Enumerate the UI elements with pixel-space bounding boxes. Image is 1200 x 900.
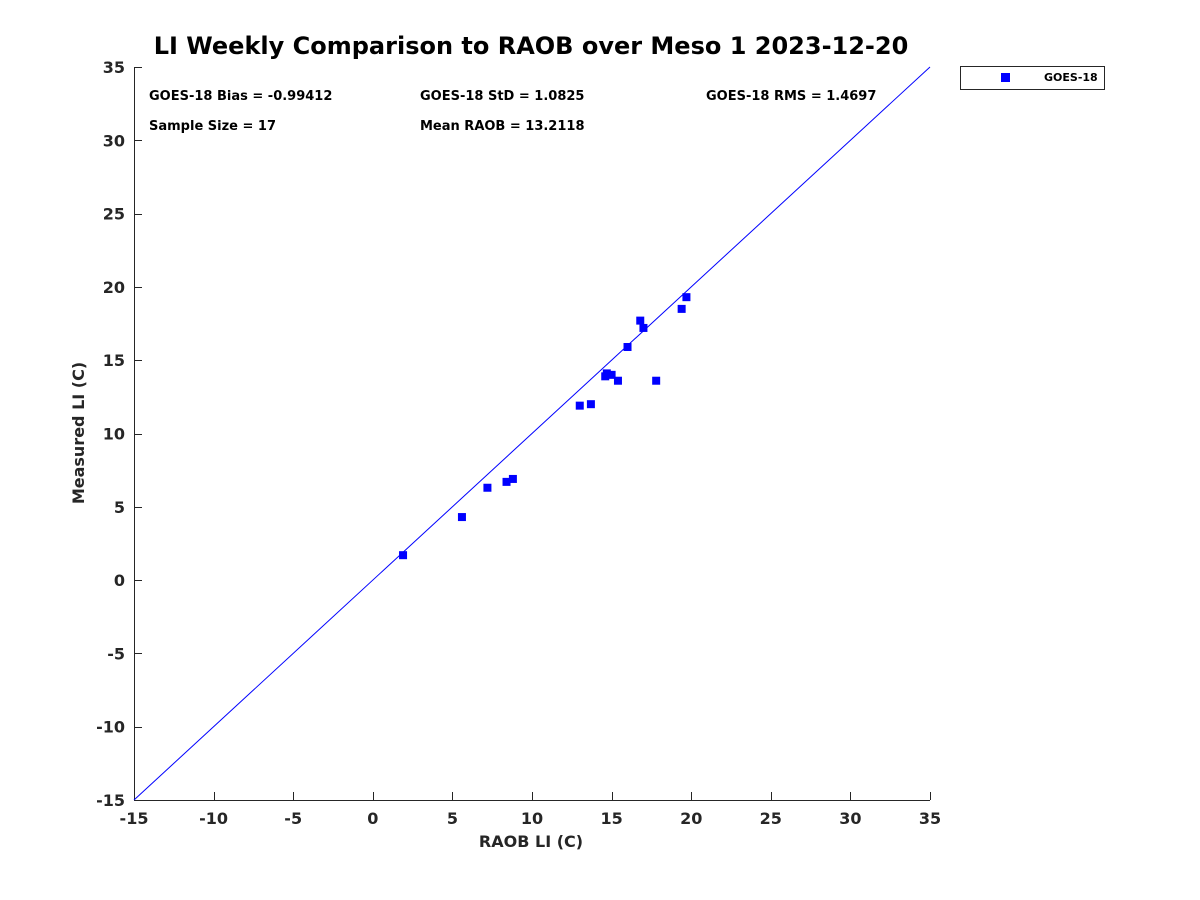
legend: GOES-18 [960, 66, 1105, 90]
legend-label-goes-18: GOES-18 [1044, 71, 1098, 84]
y-tick-label: -5 [107, 644, 125, 663]
data-point [639, 323, 648, 332]
x-tick-label: 5 [447, 809, 458, 828]
x-tick-label: 35 [919, 809, 941, 828]
x-tick-label: -5 [284, 809, 302, 828]
x-tick-labels: -15 -10 -5 0 5 10 15 20 25 30 35 [120, 809, 942, 828]
std-annotation: GOES-18 StD = 1.0825 [420, 89, 584, 104]
x-tick-label: 20 [680, 809, 702, 828]
data-point [677, 304, 686, 313]
legend-marker-square [1001, 73, 1010, 82]
data-point [613, 376, 622, 385]
data-point [457, 513, 466, 522]
y-tick-label: 10 [103, 425, 125, 444]
data-point [586, 400, 595, 409]
mean-raob-annotation: Mean RAOB = 13.2118 [420, 119, 585, 134]
data-points-goes-18 [399, 293, 691, 560]
y-tick-label: 15 [103, 351, 125, 370]
y-tick-label: -10 [96, 718, 125, 737]
data-point [575, 401, 584, 410]
x-tick-label: 25 [760, 809, 782, 828]
chart-title: LI Weekly Comparison to RAOB over Meso 1… [154, 32, 909, 60]
data-point [652, 376, 661, 385]
x-tick-label: -15 [120, 809, 149, 828]
y-axis-title: Measured LI (C) [69, 362, 88, 504]
legend-box [960, 66, 1105, 90]
y-tick-label: 5 [114, 498, 125, 517]
data-point [623, 343, 632, 352]
x-tick-label: 10 [521, 809, 543, 828]
data-point [607, 370, 616, 379]
x-tick-label: 15 [600, 809, 622, 828]
x-axis-title: RAOB LI (C) [479, 832, 583, 851]
y-tick-label: 30 [103, 131, 125, 150]
y-tick-label: -15 [96, 791, 125, 810]
y-tick-label: 25 [103, 205, 125, 224]
data-point [502, 477, 511, 486]
data-point [682, 293, 691, 302]
x-tick-label: -10 [199, 809, 228, 828]
data-point [399, 551, 408, 560]
data-point [508, 474, 517, 483]
y-tick-label: 35 [103, 58, 125, 77]
data-point [636, 316, 645, 325]
data-point [602, 369, 611, 378]
y-tick-labels: -15 -10 -5 0 5 10 15 20 25 30 35 [96, 58, 125, 810]
y-tick-label: 20 [103, 278, 125, 297]
bias-annotation: GOES-18 Bias = -0.99412 [149, 89, 332, 104]
x-tick-label: 30 [839, 809, 861, 828]
sample-size-annotation: Sample Size = 17 [149, 119, 276, 134]
reference-line-y-equals-x [133, 66, 931, 801]
rms-annotation: GOES-18 RMS = 1.4697 [706, 89, 876, 104]
y-tick-label: 0 [114, 571, 125, 590]
data-point [483, 483, 492, 492]
x-tick-label: 0 [367, 809, 378, 828]
